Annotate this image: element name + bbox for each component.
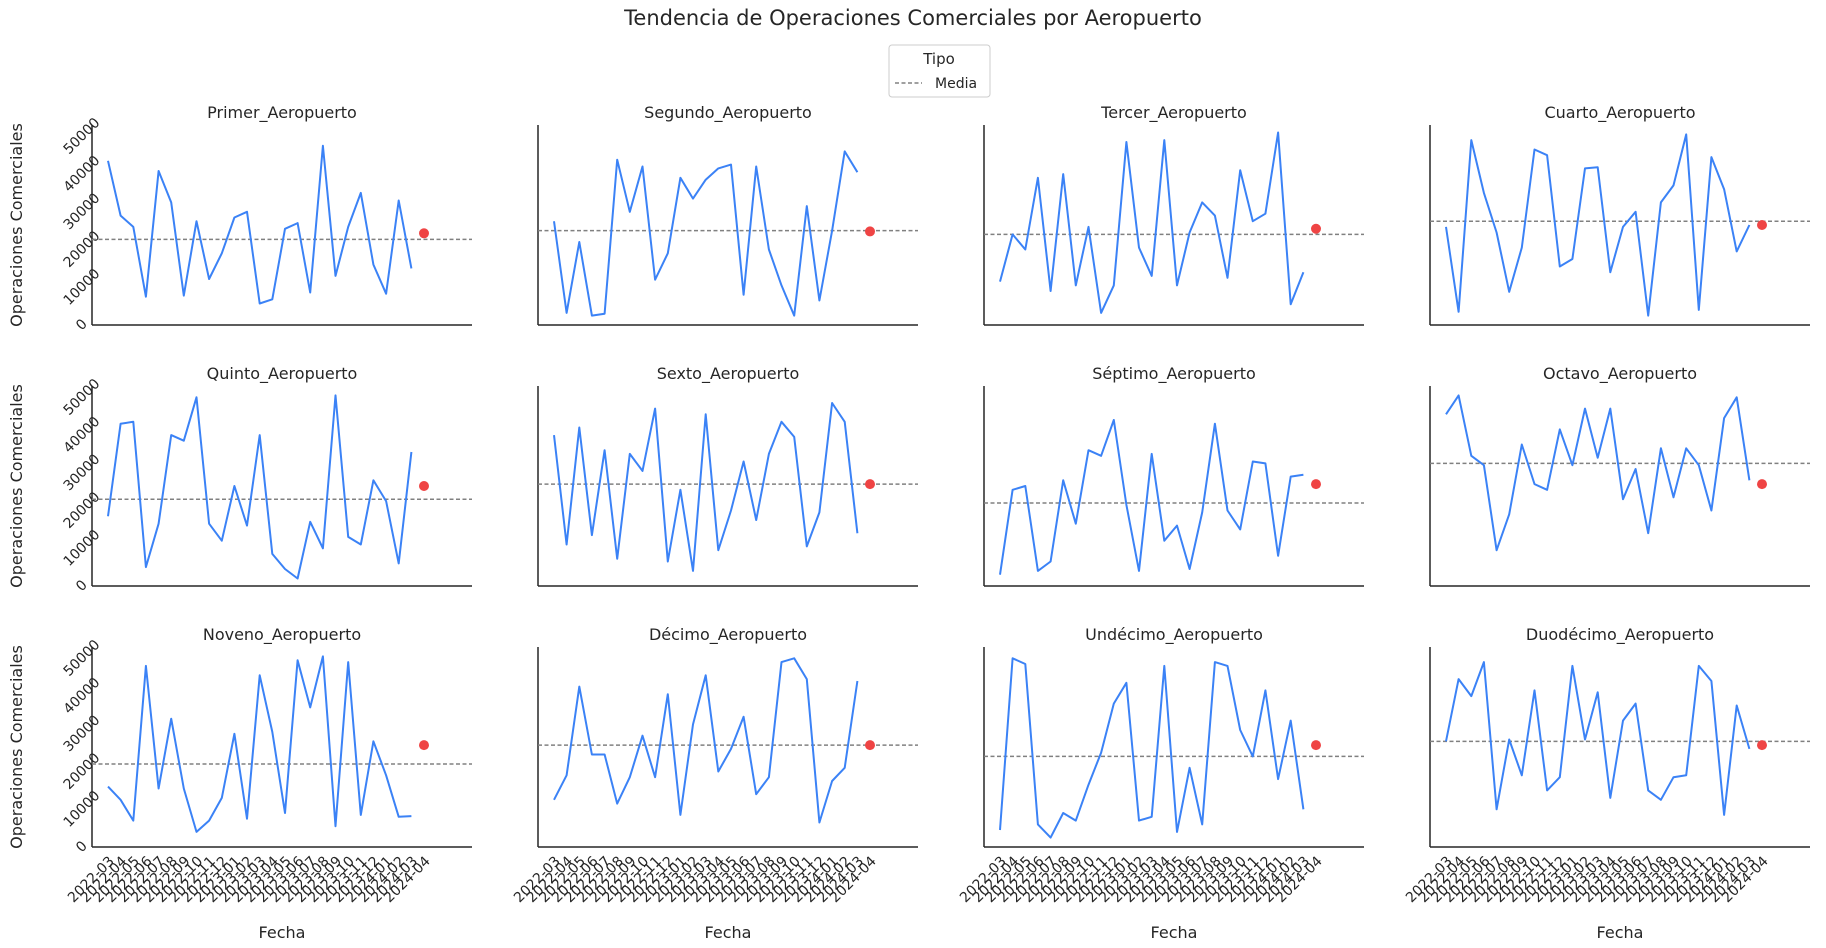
- y-tick-label: 50000: [61, 115, 104, 158]
- y-axis-label: Operaciones Comerciales: [7, 645, 26, 849]
- y-tick-label: 30000: [61, 190, 104, 233]
- y-tick-label: 30000: [61, 712, 104, 755]
- chart-title: Tendencia de Operaciones Comerciales por…: [623, 6, 1202, 30]
- subplot-Undécimo_Aeropuerto: Undécimo_Aeropuerto2022-032022-042022-05…: [957, 625, 1364, 942]
- x-axis-label: Fecha: [705, 923, 752, 942]
- y-tick-label: 40000: [61, 153, 104, 196]
- y-tick-label: 10000: [61, 527, 104, 570]
- subplot-Octavo_Aeropuerto: Octavo_Aeropuerto: [1429, 364, 1810, 587]
- forecast-point: [865, 740, 875, 751]
- subplot-title: Octavo_Aeropuerto: [1543, 364, 1697, 384]
- legend-box: [888, 44, 991, 98]
- subplot-Segundo_Aeropuerto: Segundo_Aeropuerto: [537, 103, 918, 326]
- series-line: [107, 394, 413, 580]
- x-axis-label: Fecha: [259, 923, 306, 942]
- y-tick-label: 40000: [61, 414, 104, 457]
- series-line: [1445, 661, 1751, 816]
- legend-mean-label: Media: [935, 76, 977, 92]
- subplot-Primer_Aeropuerto: Primer_Aeropuerto 0 1000020000300004000050…: [7, 103, 472, 334]
- y-tick-label: 10000: [61, 788, 104, 831]
- forecast-point: [865, 226, 875, 237]
- forecast-point: [1311, 479, 1321, 490]
- y-tick-label: 50000: [61, 376, 104, 419]
- y-tick-label: 30000: [61, 451, 104, 494]
- forecast-point: [419, 481, 429, 491]
- series-line: [999, 657, 1305, 839]
- subplot-title: Noveno_Aeropuerto: [203, 625, 361, 645]
- subplot-Duodécimo_Aeropuerto: Duodécimo_Aeropuerto2022-032022-042022-0…: [1403, 625, 1810, 942]
- subplot-title: Cuarto_Aeropuerto: [1544, 103, 1695, 123]
- subplot-title: Undécimo_Aeropuerto: [1085, 625, 1263, 645]
- legend: Tipo Media: [888, 44, 991, 98]
- subplot-title: Primer_Aeropuerto: [207, 103, 357, 123]
- subplot-Quinto_Aeropuerto: Quinto_Aeropuerto 0 1000020000300004000050…: [7, 364, 472, 595]
- series-line: [999, 131, 1305, 314]
- legend-title: Tipo: [922, 50, 955, 68]
- series-line: [553, 150, 859, 317]
- series-line: [1445, 133, 1751, 317]
- series-line: [553, 402, 859, 572]
- y-tick-label: 20000: [61, 489, 104, 532]
- subplot-grid: Primer_Aeropuerto01000020000300004000050…: [7, 103, 1810, 942]
- y-axis-label: Operaciones Comerciales: [7, 123, 26, 327]
- forecast-point: [419, 228, 429, 239]
- subplot-title: Décimo_Aeropuerto: [649, 625, 807, 645]
- y-tick-label: 0: [73, 838, 91, 856]
- subplot-Noveno_Aeropuerto: Noveno_Aeropuerto 0 1000020000300004000050…: [7, 625, 472, 942]
- y-tick-label: 20000: [61, 750, 104, 793]
- subplot-Tercer_Aeropuerto: Tercer_Aeropuerto: [983, 103, 1364, 326]
- forecast-point: [1311, 223, 1321, 234]
- subplot-Séptimo_Aeropuerto: Séptimo_Aeropuerto: [983, 364, 1364, 587]
- y-tick-label: 50000: [61, 637, 104, 680]
- series-line: [107, 144, 413, 305]
- forecast-point: [865, 479, 875, 490]
- x-axis-label: Fecha: [1597, 923, 1644, 942]
- series-line: [999, 419, 1304, 575]
- y-tick-label: 0: [73, 577, 91, 595]
- subplot-title: Séptimo_Aeropuerto: [1092, 364, 1256, 384]
- forecast-point: [1311, 740, 1321, 751]
- y-tick-label: 10000: [61, 266, 104, 309]
- y-axis-label: Operaciones Comerciales: [7, 384, 26, 588]
- subplot-Cuarto_Aeropuerto: Cuarto_Aeropuerto: [1429, 103, 1810, 326]
- forecast-point: [1757, 220, 1767, 230]
- subplot-title: Quinto_Aeropuerto: [207, 364, 358, 384]
- subplot-Décimo_Aeropuerto: Décimo_Aeropuerto2022-032022-042022-0520…: [511, 625, 918, 942]
- y-tick-label: 40000: [61, 675, 104, 718]
- y-tick-label: 20000: [61, 228, 104, 271]
- series-line: [1445, 394, 1751, 552]
- series-line: [553, 657, 859, 824]
- subplot-title: Segundo_Aeropuerto: [644, 103, 812, 123]
- subplot-title: Duodécimo_Aeropuerto: [1526, 625, 1714, 645]
- x-axis-label: Fecha: [1151, 923, 1198, 942]
- subplot-title: Tercer_Aeropuerto: [1100, 103, 1247, 123]
- y-tick-label: 0: [73, 316, 91, 334]
- series-line: [107, 655, 412, 833]
- subplot-title: Sexto_Aeropuerto: [657, 364, 800, 384]
- forecast-point: [1757, 740, 1767, 751]
- forecast-point: [1757, 479, 1767, 490]
- forecast-point: [419, 740, 429, 751]
- subplot-Sexto_Aeropuerto: Sexto_Aeropuerto: [537, 364, 918, 587]
